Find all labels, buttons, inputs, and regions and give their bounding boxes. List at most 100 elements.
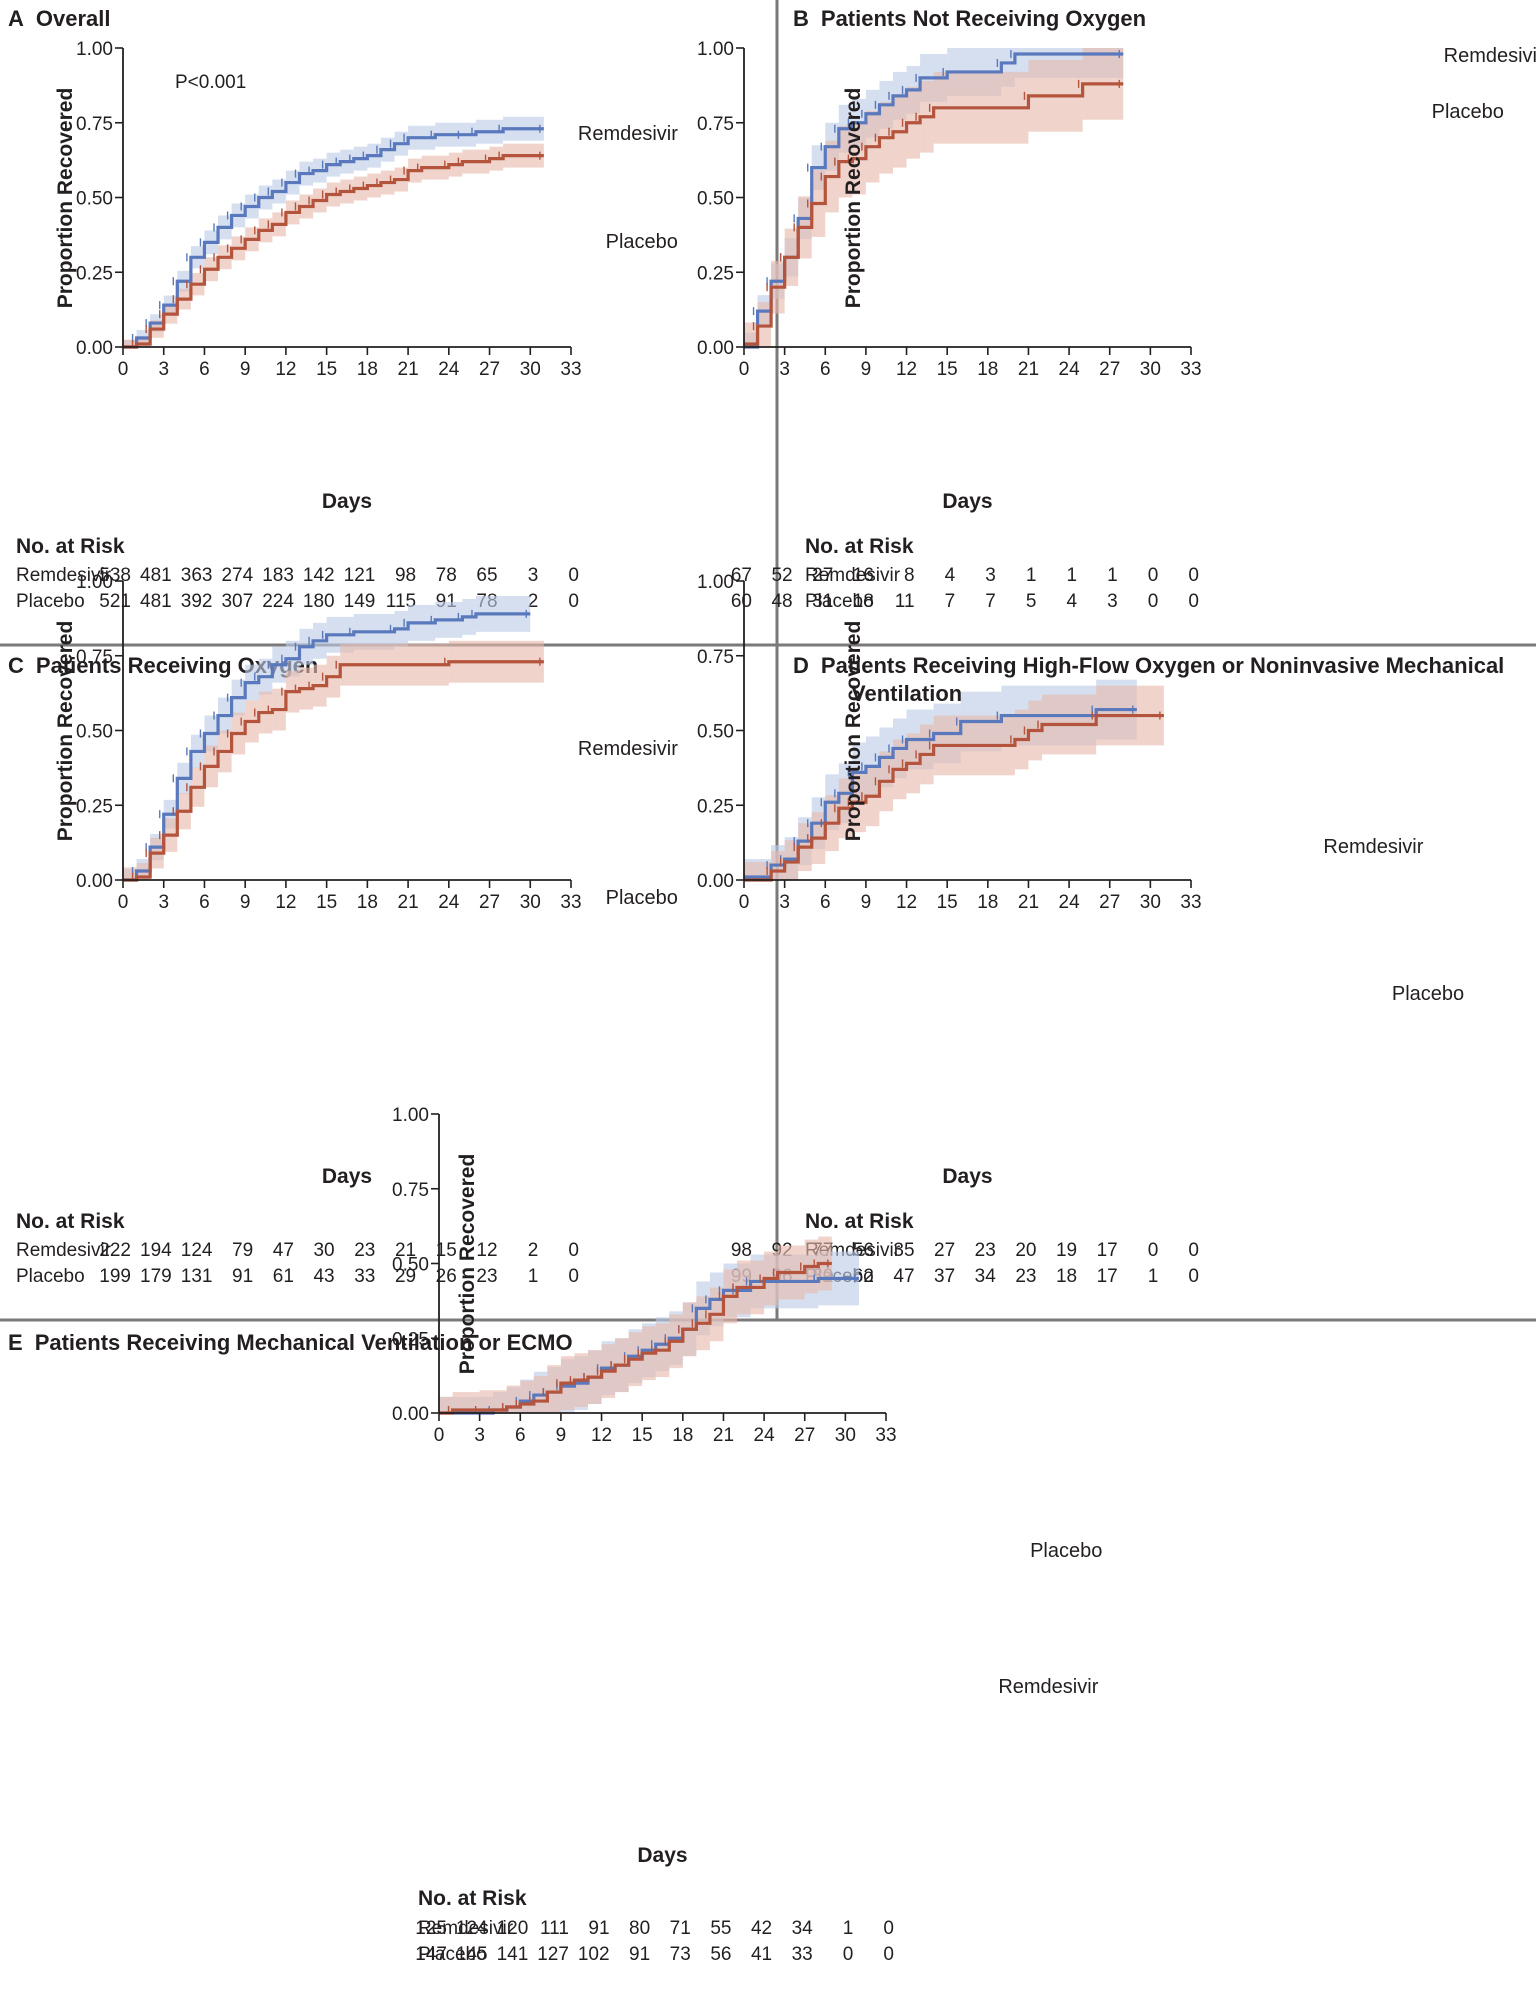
risk-count: 4 <box>1067 591 1078 612</box>
remdesivir-series-label: Remdesivir <box>998 1676 1098 1698</box>
x-tick-label: 27 <box>479 892 500 913</box>
x-tick-label: 12 <box>591 1425 612 1446</box>
panel-title: E Patients Receiving Mechanical Ventilati… <box>8 1330 573 1355</box>
panel-title-text: Patients Receiving High-Flow Oxygen or N… <box>821 653 1504 678</box>
placebo-series-label: Placebo <box>1432 101 1504 123</box>
panel-letter: B <box>793 6 809 31</box>
risk-count: 20 <box>1015 1240 1036 1261</box>
x-tick-label: 18 <box>357 892 378 913</box>
placebo-ci-band <box>136 336 151 347</box>
x-tick-label: 15 <box>316 359 337 380</box>
risk-count: 149 <box>344 591 376 612</box>
risk-count: 538 <box>99 565 131 586</box>
risk-row-label: Remdesivir <box>16 1240 112 1261</box>
y-tick-label: 0.25 <box>697 263 734 284</box>
x-axis-title: Days <box>942 490 992 513</box>
risk-count: 1 <box>843 1918 854 1939</box>
risk-row-label: Remdesivir <box>805 565 901 586</box>
x-tick-label: 12 <box>275 892 296 913</box>
x-tick-label: 24 <box>754 1425 776 1446</box>
x-axis-title: Days <box>322 490 372 513</box>
risk-count: 0 <box>1188 591 1199 612</box>
risk-count: 0 <box>568 1240 579 1261</box>
y-tick-label: 1.00 <box>392 1105 429 1126</box>
risk-table-header: No. at Risk <box>16 1210 125 1233</box>
x-tick-label: 9 <box>861 359 872 380</box>
risk-count: 131 <box>181 1266 213 1287</box>
placebo-curve <box>123 154 544 349</box>
risk-count: 481 <box>140 565 172 586</box>
panel-e: E Patients Receiving Mechanical Ventilati… <box>8 1105 1102 1965</box>
x-tick-label: 15 <box>937 359 958 380</box>
placebo-ci-band <box>123 867 137 880</box>
risk-row-label: Remdesivir <box>418 1918 514 1939</box>
risk-count: 124 <box>456 1918 488 1939</box>
placebo-series-label: Placebo <box>606 231 678 253</box>
risk-count: 21 <box>395 1240 416 1261</box>
placebo-series-label: Placebo <box>606 887 678 909</box>
risk-count: 91 <box>629 1944 650 1965</box>
x-tick-label: 6 <box>199 892 210 913</box>
risk-count: 0 <box>1188 1240 1199 1261</box>
x-tick-label: 33 <box>560 892 581 913</box>
risk-count: 4 <box>945 565 956 586</box>
risk-row-label: Placebo <box>16 591 85 612</box>
x-axis-title: Days <box>322 1165 372 1188</box>
x-tick-label: 33 <box>875 1425 896 1446</box>
placebo-ci-band <box>123 339 137 347</box>
risk-count: 91 <box>588 1918 609 1939</box>
risk-count: 48 <box>771 591 792 612</box>
risk-count: 183 <box>262 565 294 586</box>
risk-count: 60 <box>731 591 752 612</box>
risk-count: 0 <box>1148 591 1159 612</box>
x-tick-label: 30 <box>520 892 541 913</box>
x-tick-label: 18 <box>977 892 998 913</box>
y-tick-label: 0.50 <box>76 722 113 743</box>
risk-count: 98 <box>731 1240 752 1261</box>
x-tick-label: 27 <box>1099 359 1120 380</box>
remdesivir-series-label: Remdesivir <box>1323 836 1423 858</box>
y-tick-label: 0.00 <box>697 871 734 892</box>
risk-count: 41 <box>751 1944 772 1965</box>
risk-count: 43 <box>313 1266 334 1287</box>
placebo-ci-band <box>439 1396 453 1413</box>
risk-count: 1 <box>1107 565 1118 586</box>
y-axis-title: Proportion Recovered <box>456 1154 479 1375</box>
risk-count: 29 <box>395 1266 416 1287</box>
risk-count: 34 <box>975 1266 997 1287</box>
risk-count: 392 <box>181 591 213 612</box>
risk-count: 102 <box>578 1944 610 1965</box>
risk-count: 125 <box>415 1918 447 1939</box>
x-tick-label: 21 <box>1018 892 1039 913</box>
risk-count: 26 <box>436 1266 457 1287</box>
risk-table-header: No. at Risk <box>805 535 914 558</box>
x-tick-label: 33 <box>1180 892 1201 913</box>
y-tick-label: 0.50 <box>76 189 113 210</box>
risk-count: 0 <box>1148 565 1159 586</box>
y-tick-label: 0.00 <box>392 1404 429 1425</box>
panel-title-text: Patients Not Receiving Oxygen <box>821 6 1146 31</box>
panel-title-text: Overall <box>36 6 111 31</box>
risk-count: 71 <box>670 1918 691 1939</box>
risk-row-label: Placebo <box>805 591 874 612</box>
risk-row-label: Placebo <box>418 1944 487 1965</box>
x-tick-label: 15 <box>632 1425 653 1446</box>
y-tick-label: 1.00 <box>76 39 113 60</box>
risk-count: 141 <box>497 1944 529 1965</box>
x-tick-label: 9 <box>240 359 251 380</box>
x-tick-label: 12 <box>896 359 917 380</box>
risk-count: 8 <box>904 565 915 586</box>
y-tick-label: 0.50 <box>697 189 734 210</box>
risk-count: 224 <box>262 591 294 612</box>
x-tick-label: 24 <box>1059 892 1081 913</box>
risk-table-header: No. at Risk <box>16 535 125 558</box>
x-tick-label: 3 <box>474 1425 485 1446</box>
panel-d: D Patients Receiving High-Flow Oxygen or … <box>697 572 1504 1287</box>
risk-count: 127 <box>537 1944 569 1965</box>
risk-count: 17 <box>1097 1266 1118 1287</box>
risk-count: 37 <box>934 1266 955 1287</box>
x-tick-label: 21 <box>1018 359 1039 380</box>
risk-count: 145 <box>456 1944 488 1965</box>
risk-count: 0 <box>568 1266 579 1287</box>
